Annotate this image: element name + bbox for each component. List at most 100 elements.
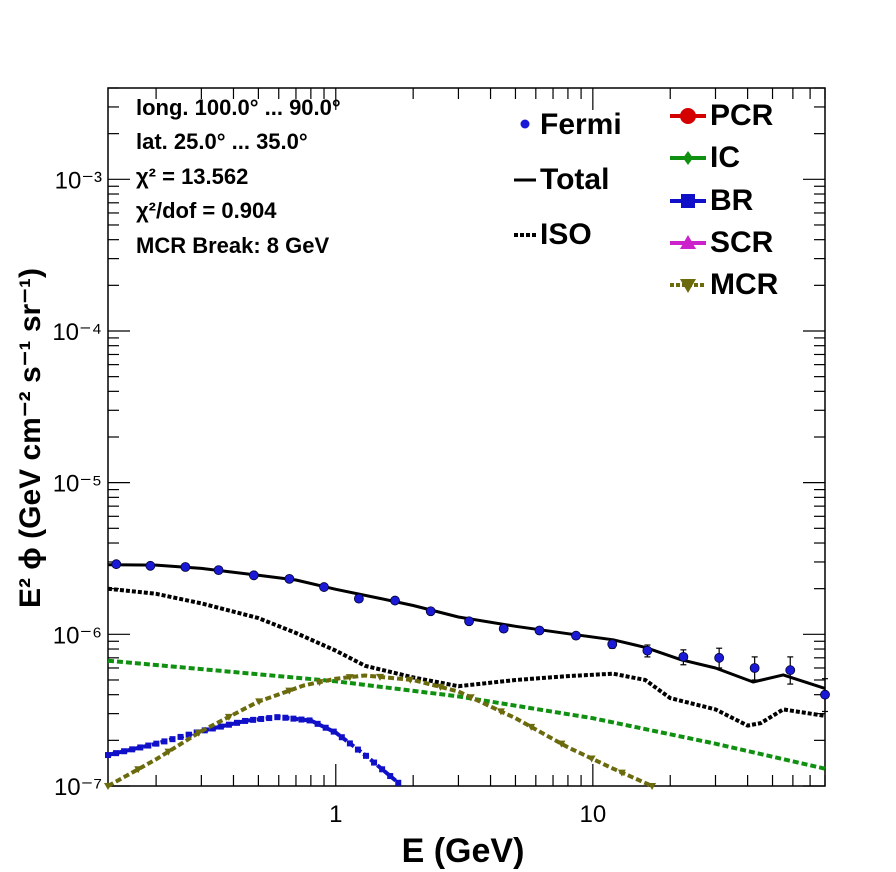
mcr-marker [587, 755, 596, 763]
y-tick-label: 10⁻⁷ [54, 774, 102, 801]
br-marker [258, 715, 265, 722]
annotation-latitude: lat. 25.0° ... 35.0° [136, 129, 308, 154]
mcr-marker [315, 679, 324, 687]
mcr-marker [194, 729, 203, 737]
fermi-point [785, 665, 796, 676]
br-marker [346, 740, 353, 747]
fermi-point [714, 652, 725, 663]
y-axis-label: E² ϕ (GeV cm⁻² s⁻¹ sr⁻¹) [14, 268, 47, 608]
mcr-marker [255, 698, 264, 706]
iso-curve [107, 586, 826, 728]
curves [104, 563, 826, 790]
mcr-marker [406, 676, 415, 684]
fermi-point [180, 562, 191, 572]
y-tick-label: 10⁻⁶ [53, 622, 102, 649]
fermi-point [749, 663, 760, 673]
mcr-marker [224, 713, 233, 721]
legend-icons [514, 108, 706, 293]
legend-label-br: BR [710, 184, 754, 217]
mcr-marker [648, 783, 657, 790]
br-marker [330, 728, 337, 735]
legend-label-fermi: Fermi [540, 108, 622, 141]
fermi-point [213, 565, 224, 576]
data-points [111, 559, 830, 713]
annotation-chi2-dof: χ²/dof = 0.904 [136, 198, 277, 223]
legend-label-iso: ISO [540, 218, 592, 251]
br-marker [121, 748, 128, 755]
br-marker [209, 725, 216, 732]
fermi-point [498, 623, 509, 634]
br-marker [274, 714, 281, 721]
br-marker [145, 742, 152, 749]
fermi-point [425, 606, 436, 617]
mcr-marker [285, 687, 294, 695]
legend-icon-scr [680, 235, 696, 249]
legend-label-mcr: MCR [710, 268, 779, 301]
mcr-marker [104, 783, 112, 790]
br-marker [363, 752, 370, 759]
fermi-point [534, 625, 545, 636]
mcr-marker [376, 673, 385, 681]
br-marker [161, 738, 168, 745]
legend-icon-mcr [680, 279, 696, 293]
mcr-marker [466, 694, 475, 702]
br-marker [234, 719, 241, 726]
br-marker [129, 746, 136, 753]
br-marker [113, 750, 120, 757]
br-marker [225, 721, 232, 728]
legend-icon-pcr [680, 108, 696, 124]
fermi-point [464, 616, 474, 627]
br-marker [169, 736, 176, 743]
fermi-point [319, 582, 329, 592]
fermi-point [353, 593, 364, 604]
x-tick-label: 10 [579, 801, 606, 828]
ic-curve [107, 658, 826, 771]
annotation-chi2: χ² = 13.562 [136, 164, 249, 189]
y-tick-label: 10⁻⁵ [53, 471, 102, 498]
br-marker [338, 734, 345, 741]
tick-labels: 1 10 10⁻⁷ 10⁻⁶ 10⁻⁵ 10⁻⁴ 10⁻³ [52, 167, 606, 828]
br-marker [379, 766, 386, 773]
mcr-marker [496, 708, 505, 716]
br-marker [242, 717, 249, 724]
br-marker [137, 744, 144, 751]
x-tick-label: 1 [329, 801, 342, 828]
x-axis-label: E (GeV) [402, 832, 525, 870]
br-marker [250, 716, 257, 723]
annotation-mcr-break: MCR Break: 8 GeV [136, 233, 330, 258]
mcr-marker [617, 769, 626, 777]
br-marker [371, 759, 378, 766]
y-tick-label: 10⁻⁴ [52, 319, 102, 346]
fermi-point [145, 560, 156, 571]
mcr-marker [134, 766, 143, 774]
legend-icon-fermi [520, 119, 530, 129]
legend-label-total: Total [540, 163, 610, 196]
br-marker [282, 714, 289, 721]
br-marker [314, 720, 321, 727]
legend-label-pcr: PCR [710, 99, 774, 132]
fermi-point [607, 639, 618, 650]
br-marker [105, 752, 111, 759]
fermi-point [571, 630, 581, 641]
br-marker [306, 717, 313, 724]
br-marker [290, 715, 297, 722]
mcr-marker [527, 723, 536, 731]
mcr-marker [345, 674, 354, 682]
mcr-marker [557, 740, 566, 748]
mcr-marker [436, 683, 445, 691]
fermi-point [390, 595, 400, 606]
legend-label-scr: SCR [710, 226, 774, 259]
fermi-point [642, 645, 653, 656]
br-marker [266, 715, 273, 722]
total-curve [107, 563, 826, 690]
fermi-point [111, 559, 122, 570]
br-marker [354, 746, 361, 753]
fermi-point [820, 689, 830, 700]
legend-icon-ic [683, 151, 693, 165]
br-marker [185, 731, 192, 738]
fermi-point [248, 570, 259, 581]
br-marker [298, 716, 305, 723]
y-tick-label: 10⁻³ [55, 167, 102, 194]
fermi-point [284, 573, 295, 584]
